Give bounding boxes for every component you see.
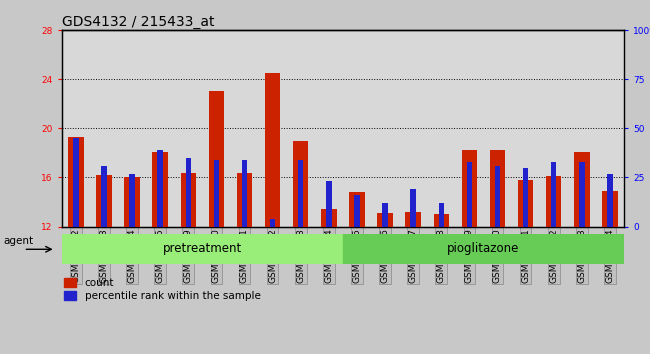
Bar — [96, 175, 112, 227]
Bar — [551, 162, 556, 227]
Bar — [406, 212, 421, 227]
Bar — [237, 172, 252, 227]
Bar — [157, 150, 163, 227]
Bar — [523, 167, 528, 227]
Bar — [343, 234, 623, 263]
Bar — [73, 138, 79, 227]
Bar — [326, 181, 332, 227]
Bar — [382, 203, 388, 227]
Bar — [298, 160, 304, 227]
Bar — [467, 162, 472, 227]
Bar — [518, 180, 534, 227]
Bar — [607, 173, 613, 227]
Bar — [265, 73, 280, 227]
Bar — [410, 189, 416, 227]
Text: GDS4132 / 215433_at: GDS4132 / 215433_at — [62, 15, 214, 29]
Text: agent: agent — [3, 236, 33, 246]
Bar — [101, 166, 107, 227]
Bar — [68, 137, 84, 227]
Bar — [602, 191, 617, 227]
Bar — [574, 152, 590, 227]
Legend: count, percentile rank within the sample: count, percentile rank within the sample — [64, 278, 261, 301]
Bar — [489, 150, 505, 227]
Bar — [270, 219, 276, 227]
Text: pretreatment: pretreatment — [162, 242, 242, 255]
Bar — [434, 214, 449, 227]
Bar — [462, 150, 477, 227]
Bar — [439, 203, 444, 227]
Bar — [152, 152, 168, 227]
Bar — [181, 172, 196, 227]
Bar — [293, 141, 309, 227]
Bar — [185, 158, 191, 227]
Bar — [354, 195, 359, 227]
Bar — [214, 160, 219, 227]
Bar — [209, 91, 224, 227]
Bar — [349, 192, 365, 227]
Bar — [579, 162, 584, 227]
Bar — [321, 209, 337, 227]
Bar — [124, 177, 140, 227]
Bar — [129, 173, 135, 227]
Bar — [546, 176, 562, 227]
Bar — [495, 166, 501, 227]
Bar — [62, 234, 343, 263]
Bar — [377, 213, 393, 227]
Text: pioglitazone: pioglitazone — [447, 242, 519, 255]
Bar — [242, 160, 247, 227]
